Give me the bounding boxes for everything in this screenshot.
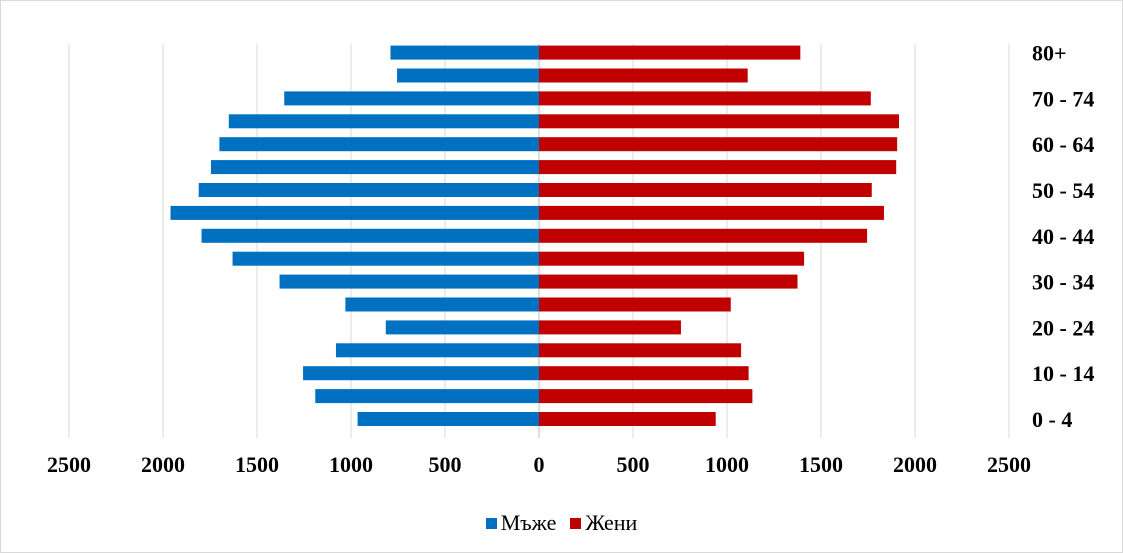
- y-tick-label: 50 - 54: [1032, 178, 1094, 203]
- bar-men-70-74: [284, 91, 539, 106]
- y-tick-label: 40 - 44: [1032, 224, 1094, 249]
- y-tick-label: 20 - 24: [1032, 315, 1094, 340]
- bar-men-30-34: [279, 274, 539, 289]
- bar-women-35-39: [539, 251, 805, 266]
- bar-men-50-54: [198, 183, 539, 197]
- bar-men-80plus: [390, 45, 539, 60]
- bar-women-0-4: [539, 412, 716, 426]
- x-tick-label: 0: [534, 452, 545, 477]
- bar-women-20-24: [539, 320, 681, 335]
- bar-men-60-64: [219, 137, 539, 152]
- legend-swatch-women: [570, 517, 582, 529]
- x-tick-label: 2500: [987, 452, 1031, 477]
- x-tick-label: 1000: [329, 452, 373, 477]
- y-tick-label: 80+: [1032, 41, 1067, 66]
- bar-women-45-49: [539, 205, 884, 220]
- x-tick-label: 2000: [141, 452, 185, 477]
- bar-men-5-9: [315, 389, 539, 404]
- bar-men-35-39: [232, 251, 539, 266]
- legend-swatch-men: [485, 517, 497, 529]
- y-tick-label: 30 - 34: [1032, 270, 1094, 295]
- legend-label-women: Жени: [585, 510, 638, 535]
- x-tick-label: 1500: [799, 452, 843, 477]
- legend-label-men: Мъже: [500, 510, 557, 535]
- bar-men-45-49: [170, 205, 539, 220]
- bar-women-70-74: [539, 91, 871, 106]
- bar-women-25-29: [539, 297, 731, 312]
- bar-men-65-69: [228, 114, 540, 129]
- bar-men-10-14: [303, 366, 539, 381]
- x-tick-label: 2500: [47, 452, 91, 477]
- bar-women-55-59: [539, 160, 897, 175]
- bar-women-10-14: [539, 366, 749, 381]
- bar-women-30-34: [539, 274, 798, 289]
- bar-women-75-79: [539, 68, 748, 83]
- bar-men-55-59: [210, 160, 539, 175]
- bar-women-5-9: [539, 389, 753, 404]
- x-tick-label: 1500: [235, 452, 279, 477]
- y-tick-label: 10 - 14: [1032, 361, 1094, 386]
- bar-women-40-44: [539, 228, 868, 243]
- chart-legend: Мъже Жени: [0, 508, 1123, 538]
- legend-item-men: Мъже: [485, 510, 557, 536]
- y-tick-label: 70 - 74: [1032, 86, 1094, 111]
- y-tick-label: 60 - 64: [1032, 132, 1094, 157]
- y-tick-label: 0 - 4: [1032, 407, 1072, 432]
- x-tick-label: 500: [617, 452, 650, 477]
- x-tick-label: 1000: [705, 452, 749, 477]
- x-tick-label: 2000: [893, 452, 937, 477]
- legend-item-women: Жени: [570, 510, 637, 536]
- x-tick-label: 500: [429, 452, 462, 477]
- bar-men-20-24: [385, 320, 539, 335]
- bar-men-0-4: [357, 412, 539, 426]
- bar-men-40-44: [201, 228, 540, 243]
- bar-women-50-54: [539, 183, 872, 197]
- bar-women-65-69: [539, 114, 900, 129]
- bar-men-25-29: [345, 297, 539, 312]
- bar-men-15-19: [335, 343, 539, 358]
- bar-women-80plus: [539, 45, 801, 60]
- bar-women-15-19: [539, 343, 742, 358]
- bar-women-60-64: [539, 137, 898, 152]
- bar-men-75-79: [397, 68, 539, 83]
